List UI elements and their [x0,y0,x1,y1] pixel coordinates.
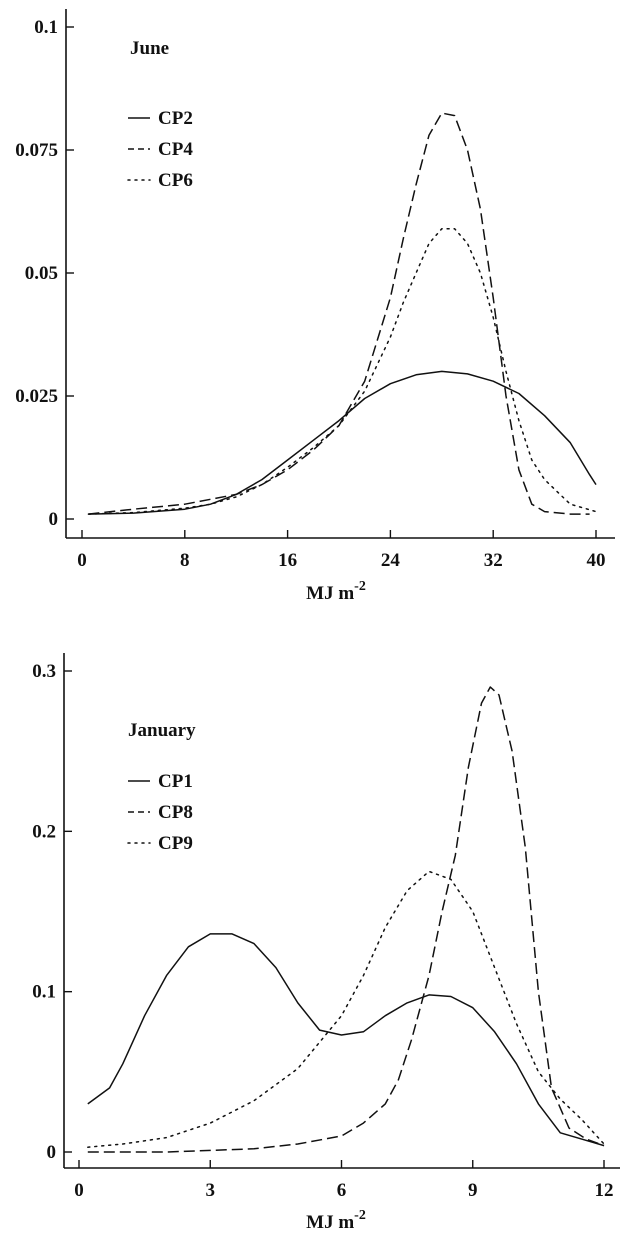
x-tick-label: 40 [587,550,606,571]
series-line-cp6 [87,227,597,515]
x-tick-label: 3 [206,1180,216,1201]
x-axis-label-june: MJ m [306,583,354,604]
series-line-cp1 [87,933,605,1147]
legend-label-cp6: CP6 [158,170,193,191]
legend-january: CP1 CP8 CP9 [127,771,193,854]
series-line-cp2 [88,370,597,515]
y-tick-label: 0.1 [32,982,56,1003]
x-tick-label: 0 [74,1180,84,1201]
legend-label-cp8: CP8 [158,802,193,823]
legend-label-cp9: CP9 [158,833,193,854]
y-tick-label: 0.3 [32,661,56,682]
x-tick-label: 24 [381,550,401,571]
y-tick-label: 0.05 [25,263,58,284]
x-axis-label-superscript-january: -2 [354,1208,366,1223]
svg-text:MJ m-2: MJ m-2 [306,579,366,604]
y-tick-label: 0.1 [34,17,58,38]
x-axis-title-january: MJ m-2 [306,1208,366,1233]
legend-label-cp1: CP1 [158,771,193,792]
x-tick-label: 0 [77,550,87,571]
legend-june: CP2 CP4 CP6 [127,108,193,191]
chart-title-june: June [130,38,169,59]
y-tick-label: 0 [49,509,59,530]
series-line-cp8 [87,686,605,1153]
x-tick-label: 6 [337,1180,347,1201]
x-tick-label: 9 [468,1180,478,1201]
chart-title-january: January [128,720,196,741]
series-line-cp4 [88,112,590,515]
x-axis-label-january: MJ m [306,1212,354,1233]
series-line-cp9 [87,870,605,1148]
x-tick-label: 32 [484,550,503,571]
y-tick-label: 0.025 [15,386,58,407]
y-tick-label: 0.075 [15,140,58,161]
january-chart: January CP1 CP8 CP9 MJ m-2 0 0.1 0.2 0.3 0 3 6 9 1… [32,653,620,1233]
x-axis-title-june: MJ m-2 [306,579,366,604]
x-tick-label: 8 [180,550,190,571]
y-tick-label: 0.2 [32,821,56,842]
y-tick-label: 0 [47,1142,57,1163]
legend-label-cp2: CP2 [158,108,193,129]
svg-text:MJ m-2: MJ m-2 [306,1208,366,1233]
x-tick-label: 12 [595,1180,614,1201]
june-chart: June CP2 CP4 CP6 MJ m-2 0 0.025 0.05 0.075 0.1… [15,9,615,604]
x-tick-label: 16 [278,550,297,571]
x-axis-label-superscript-june: -2 [354,579,366,594]
legend-label-cp4: CP4 [158,139,193,160]
